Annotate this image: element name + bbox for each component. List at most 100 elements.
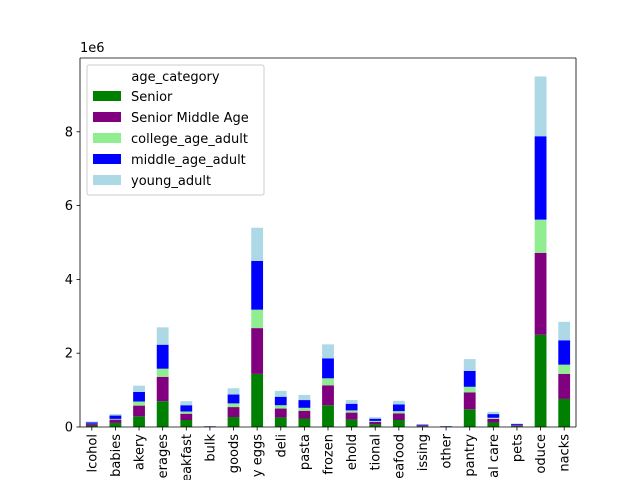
bar-personal-care-senior-middle-age [487, 418, 500, 423]
bar-canned-goods-young_adult [227, 388, 240, 395]
legend: age_category Senior Senior Middle Age colle… [86, 64, 265, 196]
y-tick-label: 8 [65, 125, 73, 140]
legend-swatch [93, 154, 121, 164]
x-tick-label: nacks [558, 434, 573, 472]
x-tick-label: lcohol [85, 434, 100, 473]
x-tick-label: issing [416, 434, 431, 471]
legend-label: college_age_adult [131, 132, 248, 147]
x-tick-label: other [440, 433, 455, 468]
bars-layer [85, 76, 571, 427]
bar-beverages-senior [156, 401, 169, 427]
bar-alcohol-senior [85, 425, 98, 427]
bar-dairy-eggs-young_adult [251, 227, 264, 261]
x-tick-label: oduce [534, 434, 549, 474]
bar-dry-goods-pasta-senior-middle-age [298, 410, 311, 419]
y-axis-scale-label: 1e6 [80, 41, 105, 56]
y-tick-label: 4 [65, 273, 73, 288]
x-tick-label: al care [487, 434, 502, 478]
legend-swatch [93, 133, 121, 143]
bar-canned-goods-college_age_adult [227, 403, 240, 408]
bar-personal-care-middle_age_adult [487, 414, 500, 418]
bar-dairy-eggs-college_age_adult [251, 309, 264, 329]
bar-babies-middle_age_adult [109, 415, 122, 419]
legend-title: age_category [131, 70, 219, 85]
y-tick-label: 6 [65, 199, 73, 214]
bar-babies-senior [109, 422, 122, 427]
bar-pets-middle_age_adult [511, 423, 523, 425]
y-tick-label: 0 [65, 421, 73, 436]
x-tick-label: y eggs [251, 434, 266, 477]
bar-personal-care-college_age_adult [487, 417, 500, 419]
bar-international-young_adult [369, 417, 382, 419]
bar-frozen-senior-middle-age [322, 385, 334, 406]
bar-beverages-college_age_adult [156, 368, 169, 377]
bar-alcohol-young_adult [85, 421, 98, 423]
bar-snacks-young_adult [558, 321, 571, 341]
legend-frame [86, 64, 265, 196]
bar-snacks-senior [558, 398, 571, 427]
bar-pets-young_adult [511, 423, 523, 424]
bar-babies-college_age_adult [109, 418, 122, 420]
bar-deli-college_age_adult [274, 405, 287, 409]
bar-produce-college_age_adult [534, 219, 547, 253]
bar-alcohol-senior-middle-age [85, 424, 98, 426]
bar-personal-care-senior [487, 422, 500, 427]
bar-frozen-young_adult [322, 344, 334, 359]
bar-produce-young_adult [534, 76, 547, 137]
bar-household-young_adult [345, 400, 358, 404]
bar-international-senior-middle-age [369, 421, 382, 425]
bar-frozen-senior [322, 405, 334, 427]
bar-bakery-middle_age_adult [133, 391, 145, 402]
bar-babies-senior-middle-age [109, 419, 122, 423]
bar-missing-senior-middle-age [416, 425, 429, 427]
x-tick-label: pantry [463, 434, 478, 477]
legend-label: Senior Middle Age [131, 111, 249, 126]
legend-swatch [93, 175, 121, 185]
bar-pantry-senior [463, 409, 476, 427]
bar-dairy-eggs-middle_age_adult [251, 260, 264, 310]
bar-deli-young_adult [274, 390, 287, 397]
x-tick-label: tional [369, 434, 384, 470]
bar-pantry-college_age_adult [463, 386, 476, 393]
bar-household-senior [345, 419, 358, 427]
bar-breakfast-young_adult [180, 401, 193, 406]
x-tick-label: pets [510, 434, 525, 462]
bar-produce-senior-middle-age [534, 252, 547, 335]
bar-snacks-middle_age_adult [558, 340, 571, 365]
x-tick-label: eakfast [180, 434, 195, 480]
y-tick-label: 2 [65, 347, 73, 362]
x-tick-label: frozen [322, 434, 337, 475]
bar-bakery-senior [133, 416, 145, 427]
bar-beverages-young_adult [156, 327, 169, 345]
bar-breakfast-senior [180, 419, 193, 427]
bar-dairy-eggs-senior [251, 373, 264, 427]
legend-label: young_adult [131, 174, 211, 189]
bar-deli-middle_age_adult [274, 396, 287, 406]
x-tick-label: akery [133, 434, 148, 470]
bar-meat-seafood-college_age_adult [392, 411, 405, 414]
bar-canned-goods-senior-middle-age [227, 407, 240, 418]
bar-dairy-eggs-senior-middle-age [251, 328, 264, 374]
bar-bakery-young_adult [133, 385, 145, 392]
bar-beverages-middle_age_adult [156, 344, 169, 369]
bar-frozen-college_age_adult [322, 378, 334, 386]
bar-snacks-senior-middle-age [558, 373, 571, 399]
bar-produce-middle_age_adult [534, 136, 547, 220]
bar-meat-seafood-young_adult [392, 400, 405, 405]
x-tick-label: ehold [345, 434, 360, 470]
bar-pantry-young_adult [463, 359, 476, 371]
x-tick-label: eafood [392, 434, 407, 479]
bar-meat-seafood-senior [392, 419, 405, 427]
bar-pantry-senior-middle-age [463, 392, 476, 410]
bar-international-college_age_adult [369, 420, 382, 422]
bar-frozen-middle_age_adult [322, 358, 334, 379]
bar-international-senior [369, 424, 382, 427]
bar-alcohol-middle_age_adult [85, 422, 98, 424]
bar-babies-young_adult [109, 414, 122, 416]
x-tick-label: erages [156, 434, 171, 479]
bar-meat-seafood-senior-middle-age [392, 413, 405, 420]
bar-breakfast-senior-middle-age [180, 413, 193, 420]
bar-missing-middle_age_adult [416, 424, 429, 426]
bar-pets-senior-middle-age [511, 425, 523, 427]
